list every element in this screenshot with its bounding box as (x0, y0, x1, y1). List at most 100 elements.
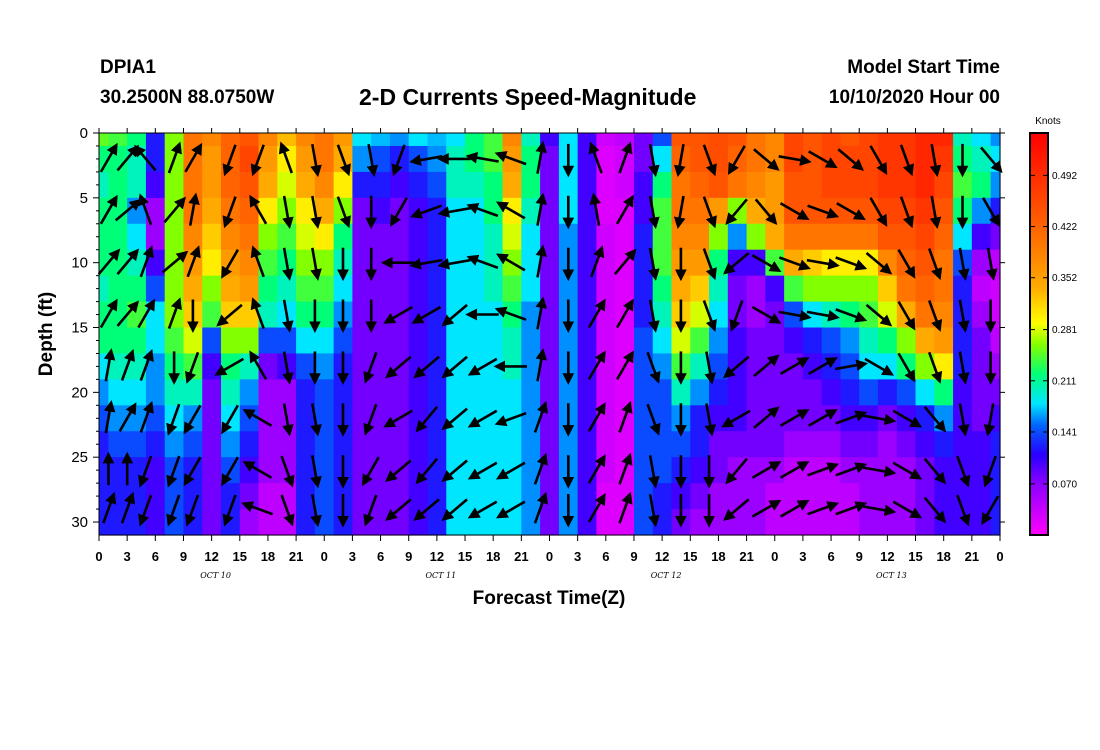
heatmap-cell (821, 223, 842, 251)
heatmap-cell (765, 223, 785, 251)
heatmap-cell (577, 457, 598, 484)
heatmap-cell (709, 171, 729, 199)
current-arrow (166, 494, 181, 527)
current-arrow (806, 258, 840, 270)
heatmap-cell (99, 133, 109, 147)
current-arrow (250, 144, 265, 177)
current-arrow (807, 204, 840, 219)
heatmap-cell (652, 379, 673, 406)
heatmap-cell (408, 379, 429, 406)
heatmap-cell (502, 275, 522, 303)
chart-title: 2-D Currents Speed-Magnitude (359, 84, 697, 110)
heatmap-cell (690, 223, 710, 251)
heatmap-cell (183, 223, 203, 251)
heatmap-cell (296, 275, 316, 303)
heatmap-cell (596, 327, 616, 355)
y-axis-title: Depth (ft) (36, 292, 57, 376)
current-arrow (956, 455, 971, 488)
heatmap-cell (127, 301, 147, 329)
current-arrow (779, 357, 810, 376)
heatmap-cell (502, 327, 522, 355)
current-arrow (441, 459, 468, 483)
current-arrow (729, 300, 744, 332)
current-arrow (897, 249, 916, 279)
current-arrow (779, 460, 810, 479)
current-arrow (835, 410, 868, 425)
current-arrow (214, 357, 245, 376)
heatmap-cell (859, 133, 879, 147)
heatmap-cell (258, 223, 278, 251)
heatmap-cell (258, 197, 278, 225)
current-arrow (702, 248, 717, 281)
current-arrow (383, 409, 413, 428)
heatmap-cell (258, 133, 278, 147)
heatmap-cell (840, 171, 860, 199)
heatmap-cell (221, 431, 241, 458)
colorbar-tick-label: 0.141 (1052, 427, 1077, 438)
x-tick-label: 21 (739, 549, 753, 564)
current-arrow (864, 357, 895, 376)
heatmap-cell (915, 327, 935, 355)
heatmap-cell (690, 145, 710, 173)
heatmap-cell (258, 249, 278, 277)
current-arrow (222, 196, 237, 229)
heatmap-cell (427, 301, 447, 329)
heatmap-cell (915, 431, 935, 458)
current-arrow (441, 355, 468, 379)
heatmap-cell (540, 145, 560, 173)
heatmap-cell (258, 353, 278, 380)
heatmap-cell (540, 509, 560, 536)
current-arrow (646, 403, 661, 436)
heatmap-cell (145, 301, 166, 329)
heatmap-cell (202, 431, 222, 458)
current-arrow (222, 144, 237, 177)
heatmap-cell (633, 509, 654, 536)
y-tick-label: 10 (71, 255, 88, 272)
heatmap-cell (183, 275, 203, 303)
heatmap-cell (314, 223, 335, 251)
x-tick-label: 12 (655, 549, 669, 564)
heatmap-cell (558, 223, 579, 251)
current-arrow (282, 247, 294, 281)
heatmap-cell (483, 405, 504, 432)
heatmap-cell (314, 483, 335, 510)
heatmap-cell (596, 197, 616, 225)
current-arrow (222, 494, 237, 527)
heatmap-cell (427, 379, 447, 406)
current-arrow (648, 455, 660, 489)
current-arrow (927, 248, 943, 281)
current-arrow (648, 247, 660, 281)
heatmap-cell (446, 171, 466, 199)
heatmap-cell (915, 509, 935, 536)
heatmap-cell (352, 223, 372, 251)
current-arrow (102, 491, 117, 524)
current-arrow (808, 150, 838, 169)
heatmap-cell (558, 133, 579, 147)
colorbar-tick-label: 0.211 (1052, 376, 1077, 387)
heatmap-cell (877, 171, 898, 199)
heatmap-cell (221, 133, 241, 147)
heatmap-cell (239, 133, 260, 147)
current-arrow (835, 256, 868, 271)
heatmap-cell (108, 327, 128, 355)
heatmap-cell (652, 133, 673, 147)
heatmap-cell (821, 171, 842, 199)
colorbar-scale (1029, 132, 1049, 536)
heatmap-cell (221, 483, 241, 510)
heatmap-cell (127, 223, 147, 251)
current-arrow (366, 143, 379, 178)
heatmap-cell (540, 483, 560, 510)
heatmap-cell (296, 223, 316, 251)
heatmap-cell (502, 431, 522, 458)
heatmap-cell (971, 353, 992, 380)
heatmap-cell (258, 405, 278, 432)
heatmap-cell (371, 301, 391, 329)
heatmap-cell (465, 133, 485, 147)
current-arrow (753, 354, 780, 378)
current-arrow (495, 253, 526, 272)
heatmap-cell (483, 379, 504, 406)
heatmap-cell (483, 275, 504, 303)
heatmap-cell (802, 327, 823, 355)
heatmap-cell (427, 431, 447, 458)
heatmap-cell (971, 379, 992, 406)
